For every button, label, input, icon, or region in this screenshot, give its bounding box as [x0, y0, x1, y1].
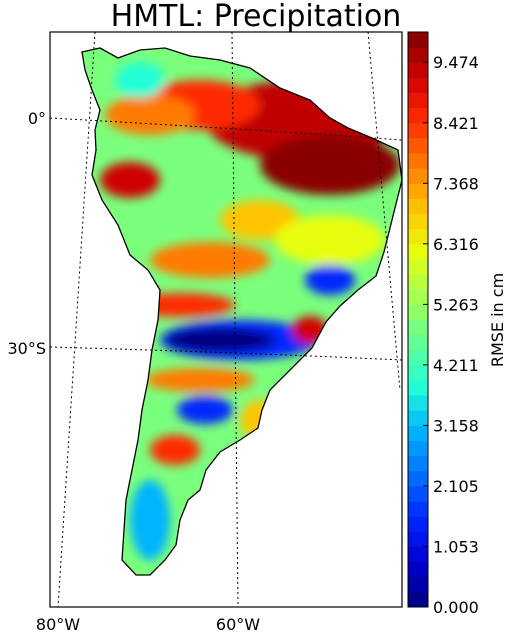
graticule	[49, 31, 403, 608]
map-border	[49, 31, 403, 608]
parallel-0	[49, 117, 403, 141]
lat-label-30s: 30°S	[7, 339, 46, 358]
lon-label-80w: 80°W	[36, 615, 80, 634]
lon-label-60w: 60°W	[216, 615, 260, 634]
meridian-80w	[57, 31, 96, 608]
lat-label-0: 0°	[28, 109, 46, 128]
map-title: HMTL: Precipitation	[110, 0, 402, 34]
parallel-30s	[49, 346, 403, 361]
meridian-60w	[231, 31, 239, 608]
